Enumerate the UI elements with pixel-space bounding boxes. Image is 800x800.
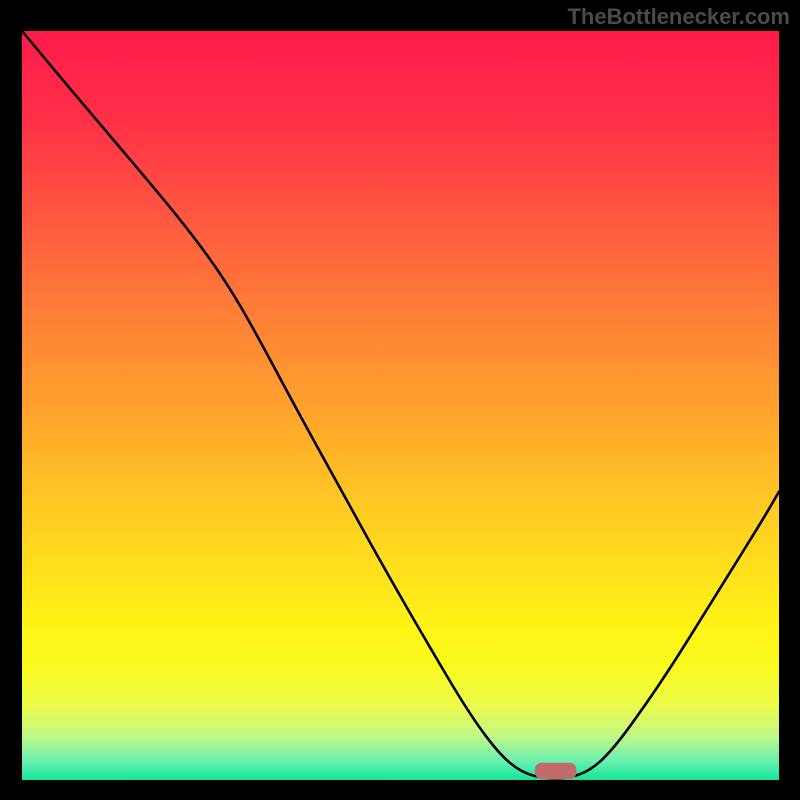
plot-area bbox=[22, 31, 779, 780]
gradient-background bbox=[22, 31, 779, 780]
chart-container: TheBottlenecker.com bbox=[0, 0, 800, 800]
watermark-text: TheBottlenecker.com bbox=[567, 4, 790, 30]
plot-svg bbox=[22, 31, 779, 780]
optimal-marker bbox=[535, 763, 577, 779]
